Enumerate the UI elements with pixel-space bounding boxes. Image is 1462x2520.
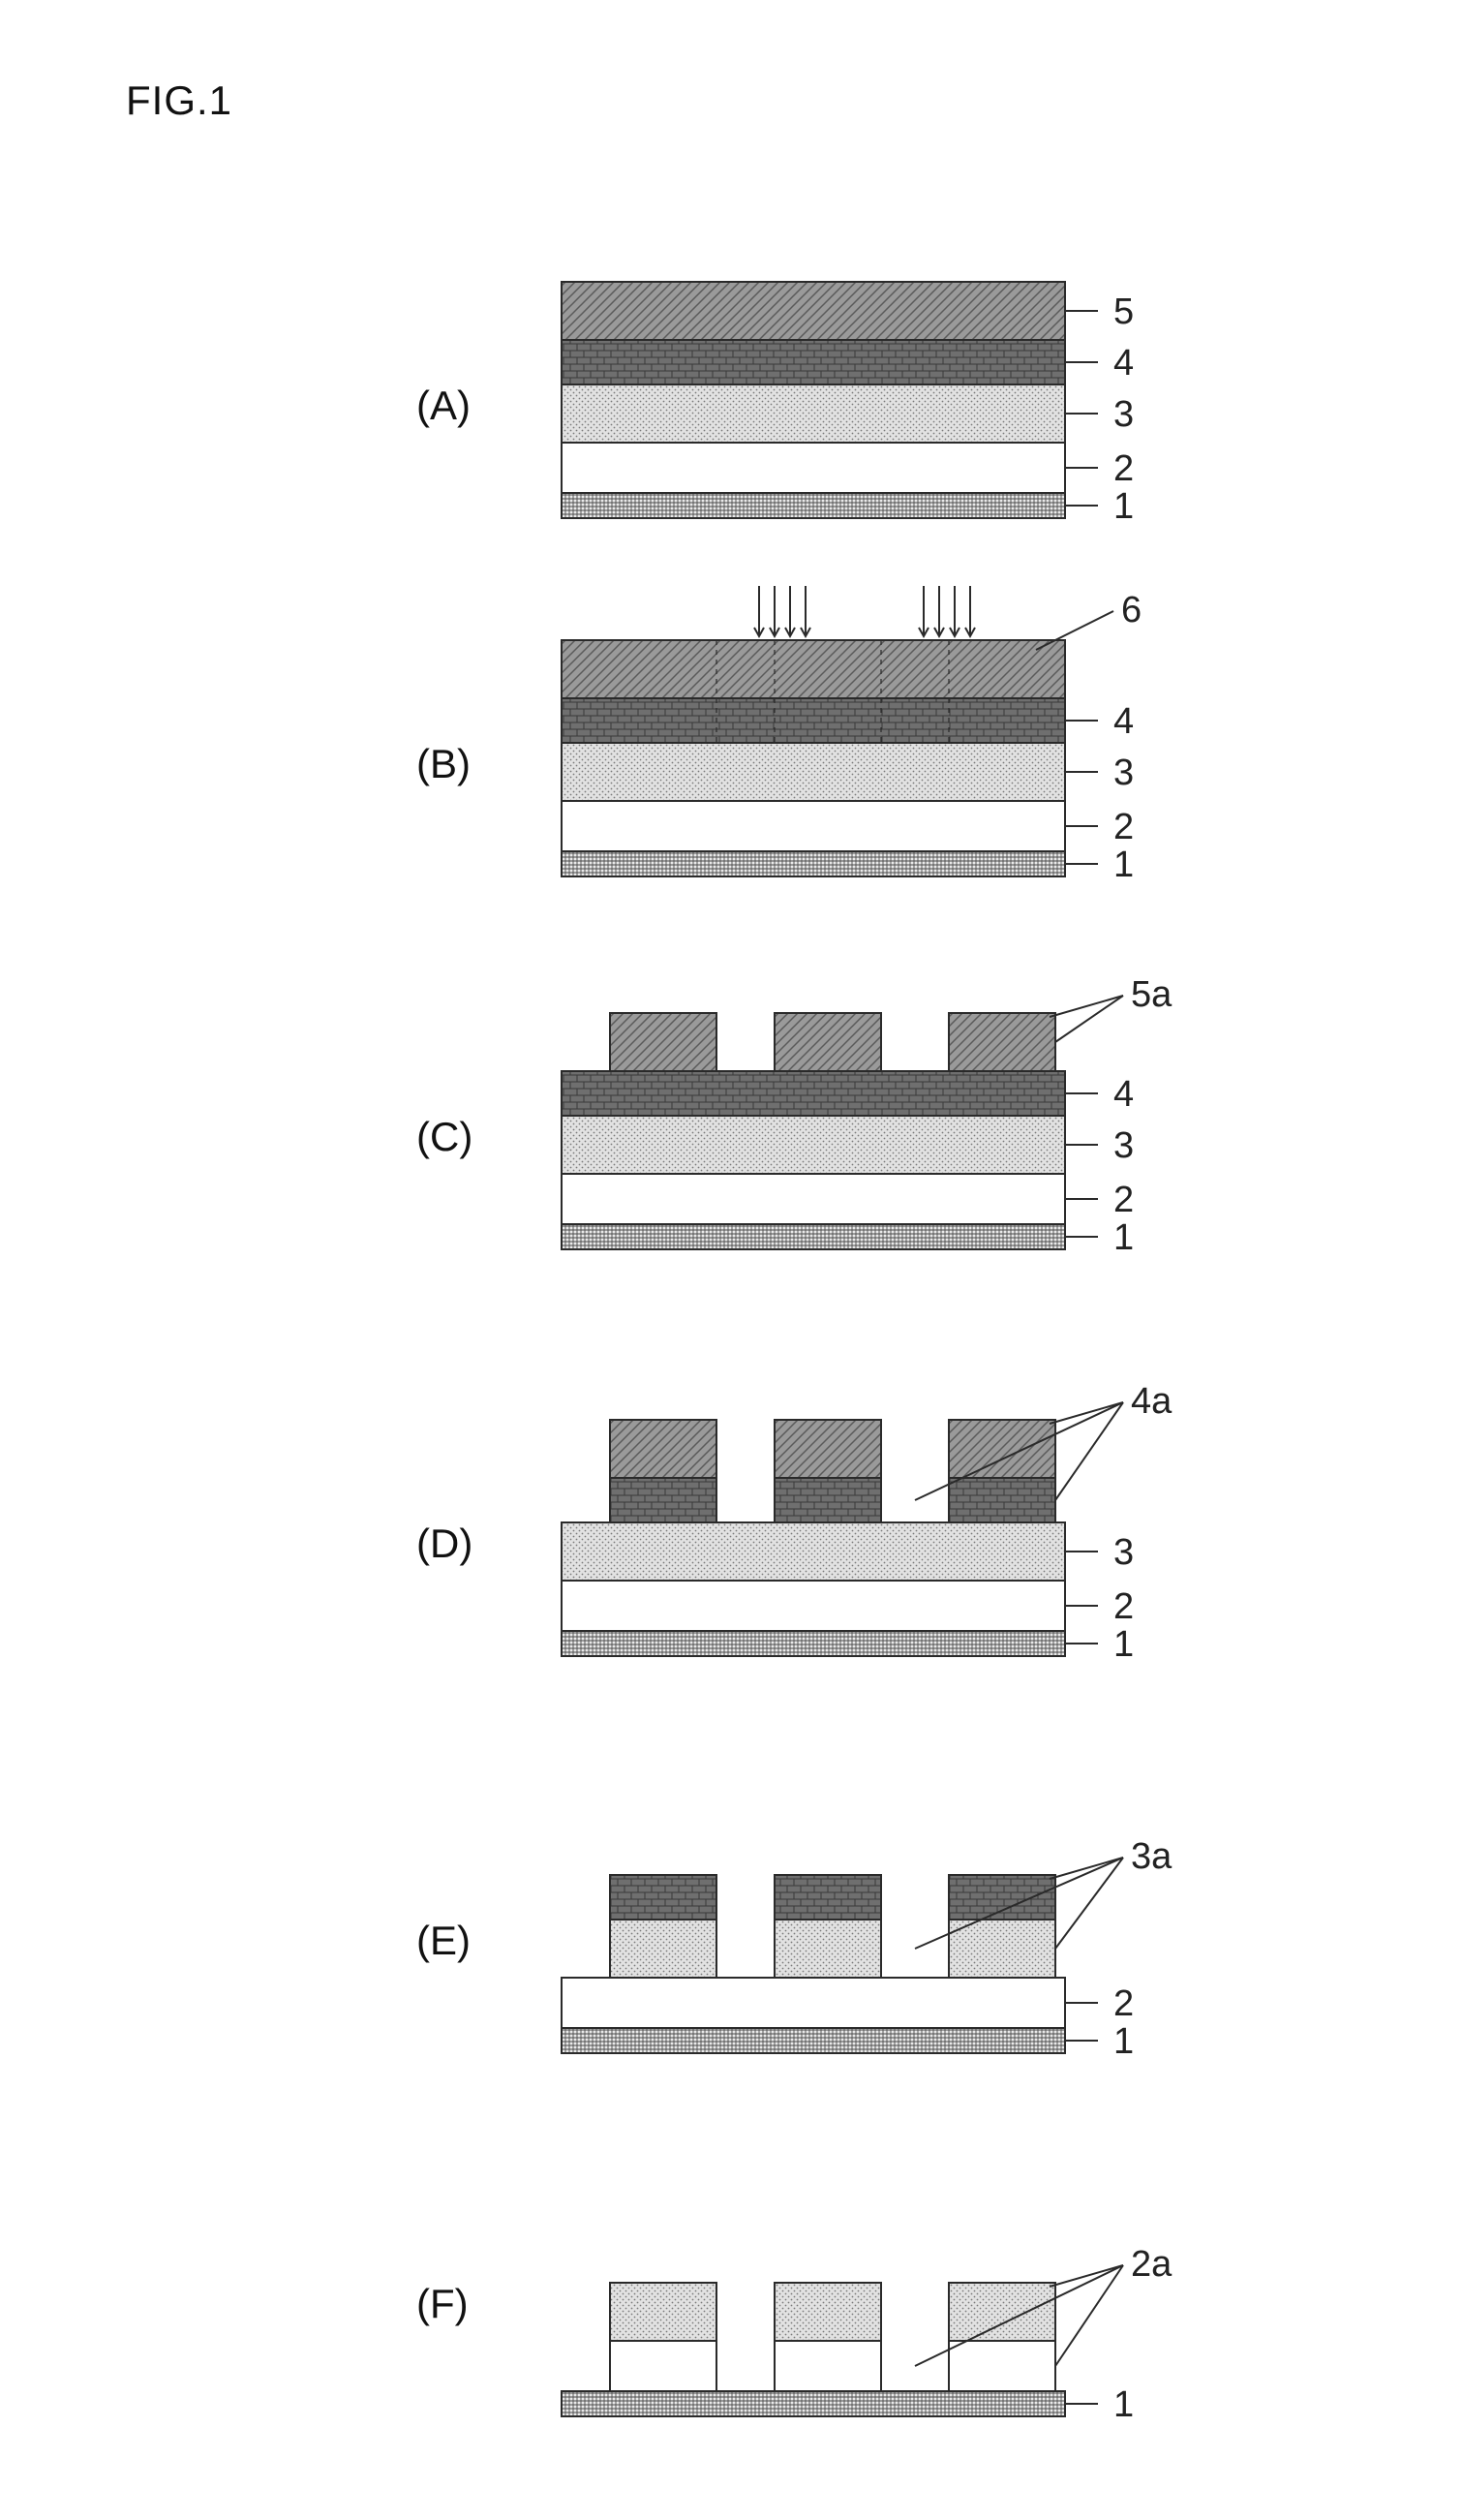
panel-C-label: (C) xyxy=(416,1114,472,1160)
layer-num-2a: 2a xyxy=(1131,2244,1172,2286)
layer-num-4: 4 xyxy=(1113,701,1134,743)
page: FIG.1 (A)54321(B)43216(C)43215a xyxy=(0,0,1462,2520)
layer-num-5: 5 xyxy=(1113,292,1134,333)
panel-B-svg xyxy=(523,567,1259,935)
layer-num-3: 3 xyxy=(1113,394,1134,436)
layer-num-3a: 3a xyxy=(1131,1836,1172,1878)
layer-num-3: 3 xyxy=(1113,1532,1134,1574)
layer-num-4: 4 xyxy=(1113,1074,1134,1116)
layer-num-1: 1 xyxy=(1113,845,1134,886)
layer-num-2: 2 xyxy=(1113,1180,1134,1221)
panel-F-svg xyxy=(523,2106,1259,2474)
layer-num-5a: 5a xyxy=(1131,974,1172,1016)
layer-num-3: 3 xyxy=(1113,753,1134,794)
panel-B-label: (B) xyxy=(416,741,471,787)
layer-num-4a: 4a xyxy=(1131,1381,1172,1423)
panel-F-label: (F) xyxy=(416,2281,469,2327)
panel-A-label: (A) xyxy=(416,383,471,429)
layer-num-1: 1 xyxy=(1113,2384,1134,2426)
layer-num-6: 6 xyxy=(1121,590,1142,631)
figure-title: FIG.1 xyxy=(126,77,232,124)
layer-num-2: 2 xyxy=(1113,1983,1134,2025)
panel-D-label: (D) xyxy=(416,1521,472,1567)
layer-num-1: 1 xyxy=(1113,2021,1134,2063)
panel-E-label: (E) xyxy=(416,1918,471,1964)
panel-A-svg xyxy=(523,208,1259,576)
layer-num-1: 1 xyxy=(1113,486,1134,528)
layer-num-2: 2 xyxy=(1113,448,1134,490)
layer-num-4: 4 xyxy=(1113,343,1134,384)
layer-num-1: 1 xyxy=(1113,1217,1134,1259)
layer-num-3: 3 xyxy=(1113,1125,1134,1167)
layer-num-2: 2 xyxy=(1113,1586,1134,1628)
layer-num-1: 1 xyxy=(1113,1624,1134,1666)
layer-num-2: 2 xyxy=(1113,807,1134,848)
panel-E-svg xyxy=(523,1743,1259,2111)
